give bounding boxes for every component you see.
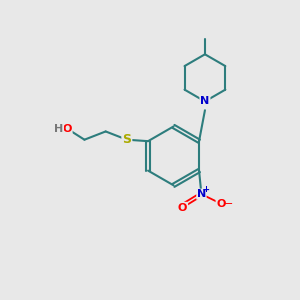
Text: O: O xyxy=(217,200,226,209)
Text: −: − xyxy=(224,200,233,209)
Text: +: + xyxy=(202,185,210,194)
Text: S: S xyxy=(122,133,131,146)
Text: N: N xyxy=(200,96,210,106)
Text: H: H xyxy=(54,124,64,134)
Text: N: N xyxy=(197,189,206,199)
Text: O: O xyxy=(178,203,187,213)
Text: O: O xyxy=(63,124,72,134)
